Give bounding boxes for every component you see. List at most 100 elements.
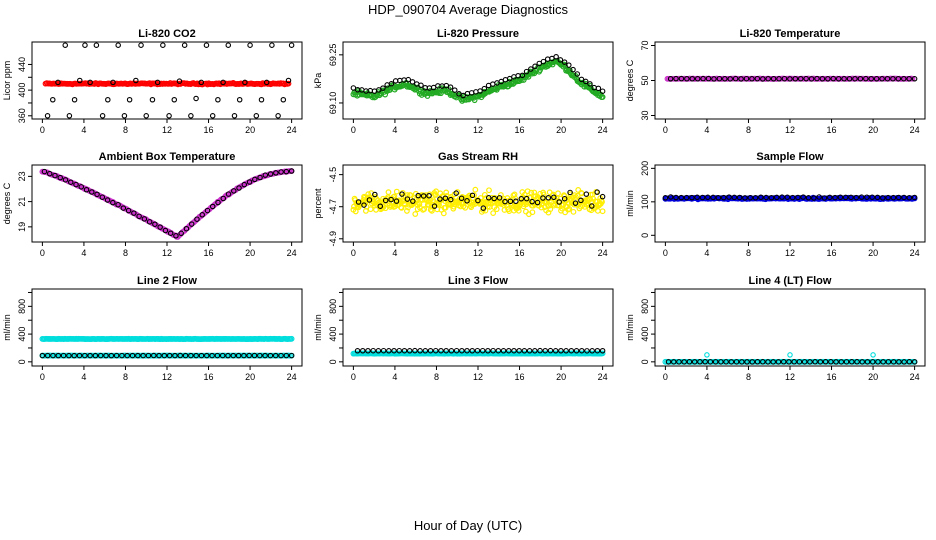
plot-frame [654,164,926,243]
data-point [171,97,178,103]
x-tick-label: 0 [663,125,668,135]
x-tick-label: 24 [287,248,297,258]
data-point [437,196,443,202]
data-point [448,196,454,203]
data-point [796,359,803,365]
data-point [370,347,376,354]
data-point [283,352,290,359]
data-point [578,76,585,83]
data-point [537,347,543,354]
data-point [225,191,232,197]
data-point [699,194,706,201]
data-point [561,59,568,65]
data-point [278,169,284,175]
data-point [76,352,83,359]
x-tick-label: 8 [434,248,439,258]
data-point [531,189,538,196]
data-point [529,198,535,205]
x-tick-label: 12 [162,125,172,135]
data-point [214,352,221,359]
data-point [807,359,813,365]
data-point [150,352,157,359]
data-point [578,197,584,204]
data-point [146,219,153,225]
x-tick-label: 0 [351,248,356,258]
x-tick-label: 4 [81,372,86,382]
data-point [474,347,481,354]
data-point [406,348,413,354]
data-point [236,97,243,103]
data-point [879,76,885,82]
data-point [718,359,724,365]
data-point [830,75,837,82]
y-axis-label: Licor ppm [2,61,12,101]
data-point [681,359,687,365]
data-point [705,75,712,82]
x-tick-label: 20 [556,125,566,135]
data-point [427,347,434,354]
data-point [906,359,913,365]
data-point [241,181,248,188]
data-point [396,347,403,354]
y-tick-label: 30 [640,110,650,120]
data-point [367,206,374,213]
data-point [594,347,601,354]
x-tick-label: 12 [785,372,795,382]
data-point [694,194,700,201]
y-tick-label: -4.9 [328,231,338,247]
data-point [728,359,735,365]
y-tick-label: 0 [640,233,650,238]
y-tick-label: 70 [640,40,650,50]
data-point [667,76,674,82]
data-point [705,194,711,201]
data-point [875,359,881,365]
y-tick-label: 800 [328,299,338,314]
data-point [864,194,870,200]
data-point [594,189,600,195]
x-tick-label: 16 [827,372,837,382]
data-point [712,359,719,365]
data-point [519,72,526,79]
data-point [412,347,418,354]
data-point [599,198,605,205]
x-tick-label: 12 [473,372,483,382]
data-point [557,57,564,63]
data-point [507,198,514,205]
data-point [528,189,535,196]
data-point [518,196,525,202]
data-point [354,348,361,354]
data-point [885,194,891,201]
data-point [553,53,559,60]
chart-panel: Li-820 Pressure kPa 0 4 8 12 16 20 24 69.10 69.25 [313,28,614,135]
x-tick-label: 0 [351,372,356,382]
plot-area [662,194,918,203]
data-point [722,76,728,82]
data-point [68,179,74,185]
data-point [194,216,200,222]
x-tick-label: 8 [123,248,128,258]
x-tick-label: 24 [287,125,297,135]
data-point [849,359,855,365]
data-point [481,85,488,92]
data-point [204,207,211,214]
data-point [472,186,479,193]
data-point [700,75,706,82]
data-point [66,352,72,359]
data-point [181,42,188,48]
data-point [720,194,727,201]
data-point [670,359,677,365]
data-point [269,42,275,48]
plot-area [662,352,918,365]
data-point [822,359,829,365]
y-tick-label: 800 [17,299,27,314]
data-point [678,75,685,82]
data-point [573,348,580,354]
data-point [814,75,820,82]
x-tick-label: 12 [473,248,483,258]
data-point [220,79,226,86]
data-point [873,76,880,82]
data-point [689,75,696,82]
y-tick-label: -4.7 [328,199,338,215]
data-point [99,113,106,119]
data-point [253,113,260,119]
